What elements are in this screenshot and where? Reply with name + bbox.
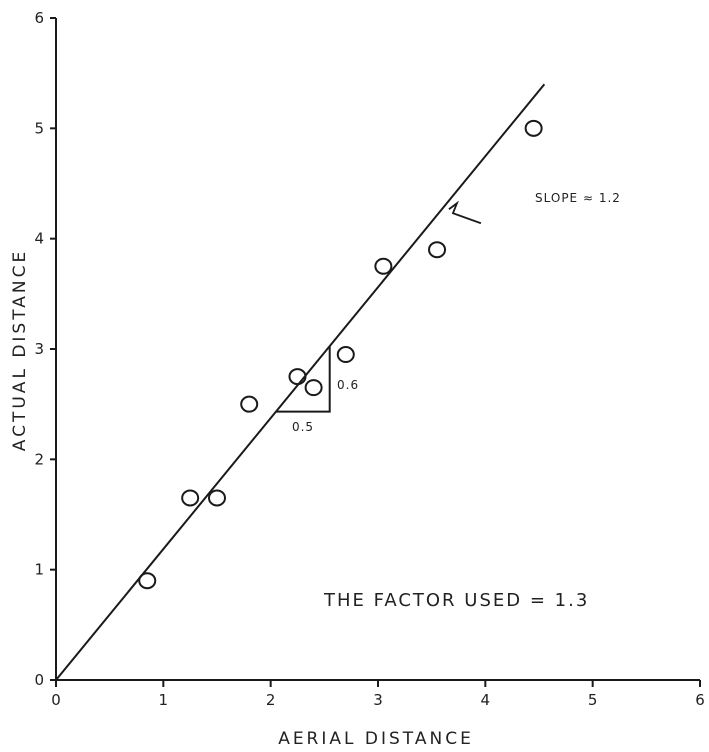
triangle-run-label: 0.5 bbox=[292, 420, 314, 434]
y-tick-label: 1 bbox=[34, 561, 44, 579]
x-tick-label: 5 bbox=[588, 691, 598, 709]
x-axis-title: AERIAL DISTANCE bbox=[278, 729, 474, 748]
slope-triangle bbox=[276, 346, 331, 413]
x-tick-label: 6 bbox=[695, 691, 705, 709]
x-tick-label: 3 bbox=[373, 691, 383, 709]
data-point bbox=[336, 346, 355, 364]
x-tick-label: 1 bbox=[159, 691, 169, 709]
data-point bbox=[181, 489, 200, 507]
y-tick-label: 2 bbox=[34, 450, 44, 468]
y-tick-label: 4 bbox=[34, 230, 44, 248]
data-points bbox=[138, 119, 543, 590]
x-tick-label: 2 bbox=[266, 691, 276, 709]
fit-line bbox=[55, 83, 546, 681]
x-tick-label: 0 bbox=[51, 691, 61, 709]
data-point bbox=[240, 395, 259, 413]
x-tick-label: 4 bbox=[481, 691, 491, 709]
data-point bbox=[304, 379, 323, 397]
triangle-rise-label: 0.6 bbox=[337, 378, 359, 392]
factor-annotation: THE FACTOR USED = 1.3 bbox=[323, 590, 589, 611]
slope-label-leader bbox=[448, 200, 482, 225]
data-point bbox=[288, 368, 307, 386]
axes bbox=[55, 18, 700, 681]
slope-label: SLOPE ≈ 1.2 bbox=[535, 191, 621, 205]
y-tick-label: 3 bbox=[34, 340, 44, 358]
y-axis-title: ACTUAL DISTANCE bbox=[10, 249, 30, 451]
fit-line-group bbox=[55, 83, 546, 681]
data-point bbox=[524, 119, 543, 137]
data-point bbox=[138, 572, 157, 590]
y-tick-label: 6 bbox=[34, 9, 44, 27]
y-tick-label: 5 bbox=[34, 119, 44, 137]
y-tick-label: 0 bbox=[34, 671, 44, 689]
axis-ticks: 0 1 2 3 4 5 6 0 1 2 3 4 5 6 bbox=[34, 9, 704, 709]
data-point bbox=[428, 241, 447, 259]
data-point bbox=[374, 257, 393, 275]
data-point bbox=[208, 489, 226, 507]
